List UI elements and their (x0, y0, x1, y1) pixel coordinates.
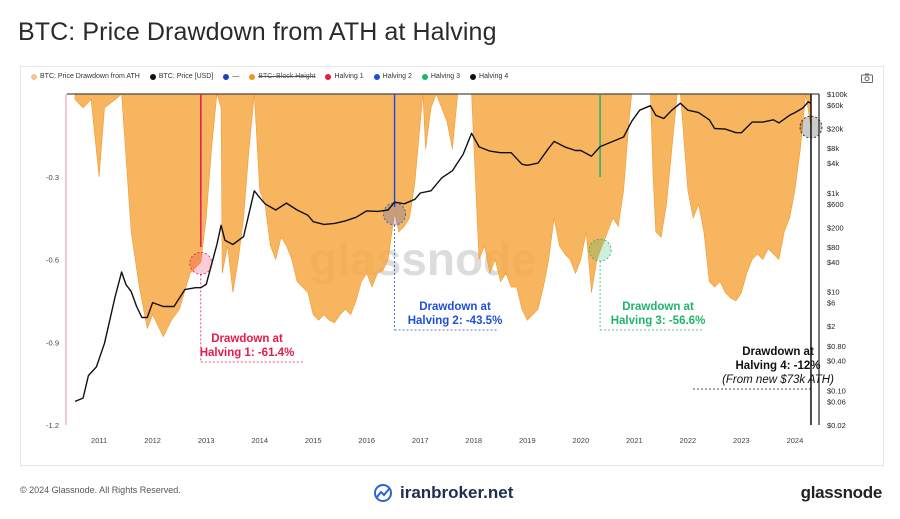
y-right-tick-label: $8k (827, 144, 839, 153)
legend-swatch (373, 73, 380, 80)
camera-icon[interactable] (861, 73, 873, 83)
halving-annotation: Halving 2: -43.5% (408, 315, 503, 327)
y-right-tick-label: $1k (827, 189, 839, 198)
btc-price-line (74, 101, 812, 403)
legend-label: BTC: Price Drawdown from ATH (40, 73, 140, 80)
y-right-tick-label: $0.02 (827, 421, 846, 430)
y-right-tick-label: $2 (827, 322, 835, 331)
x-tick-label: 2016 (358, 436, 375, 445)
y-left-tick-label: -0.9 (46, 338, 59, 347)
halving-annotation: Drawdown at (742, 346, 814, 358)
y-right-tick-label: $600 (827, 200, 844, 209)
legend-swatch (31, 73, 37, 80)
legend-item[interactable]: Halving 3 (421, 73, 461, 80)
halving-annotation: Halving 3: -56.6% (611, 315, 706, 327)
halving-annotation: Drawdown at (419, 301, 491, 313)
legend-swatch (470, 73, 477, 80)
x-tick-label: 2020 (572, 436, 589, 445)
copyright-text: © 2024 Glassnode. All Rights Reserved. (20, 485, 181, 495)
y-right-tick-label: $100k (827, 90, 848, 99)
legend-item[interactable]: Halving 1 (325, 73, 364, 80)
y-right-tick-label: $20k (827, 125, 844, 134)
legend-item[interactable]: BTC: Price [USD] (149, 73, 214, 80)
x-tick-label: 2013 (198, 436, 215, 445)
x-tick-label: 2011 (91, 436, 107, 445)
chart-card: BTC: Price Drawdown from ATH BTC: Price [… (20, 66, 884, 466)
source-watermark: iranbroker.net (372, 483, 513, 503)
source-watermark-text: iranbroker.net (400, 483, 514, 502)
x-tick-label: 2023 (733, 436, 750, 445)
legend-item[interactable]: Halving 2 (373, 73, 412, 80)
legend-label: Halving 3 (430, 73, 461, 80)
y-right-tick-label: $0.06 (827, 397, 846, 406)
legend-swatch (249, 73, 256, 80)
y-right-tick-label: $200 (827, 223, 844, 232)
x-tick-label: 2021 (626, 436, 643, 445)
page-title: BTC: Price Drawdown from ATH at Halving (18, 18, 497, 46)
halving-annotation: (From new $73k ATH) (722, 374, 834, 386)
legend-label: BTC: Price [USD] (158, 73, 214, 80)
y-right-tick-label: $4k (827, 159, 839, 168)
halving-annotation: Drawdown at (622, 301, 694, 313)
legend-item[interactable]: BTC: Block Height (249, 73, 315, 80)
x-tick-label: 2015 (305, 436, 322, 445)
x-tick-label: 2019 (519, 436, 536, 445)
broker-logo-icon (374, 484, 392, 502)
legend-swatch (223, 73, 230, 80)
x-tick-label: 2022 (680, 436, 697, 445)
legend-item[interactable]: BTC: Price Drawdown from ATH (31, 73, 140, 80)
y-right-tick-label: $6 (827, 299, 835, 308)
halving-annotation: Halving 4: -12% (736, 360, 821, 372)
legend-swatch (421, 73, 428, 80)
y-left-tick-label: -1.2 (46, 421, 59, 430)
legend-label: — (232, 73, 240, 80)
y-right-tick-label: $60k (827, 101, 844, 110)
legend-label: Halving 1 (334, 73, 364, 80)
x-tick-label: 2014 (251, 436, 268, 445)
x-tick-label: 2024 (787, 436, 804, 445)
brand-logo: glassnode (800, 483, 883, 502)
y-right-tick-label: $0.40 (827, 357, 846, 366)
legend-label: Halving 2 (382, 73, 412, 80)
halving-marker (588, 238, 612, 262)
legend-swatch (149, 73, 156, 80)
y-right-tick-label: $40 (827, 258, 840, 267)
halving-marker (189, 251, 213, 275)
y-right-tick-label: $80 (827, 243, 840, 252)
halving-annotation: Drawdown at (211, 333, 283, 345)
halving-annotation: Halving 1: -61.4% (200, 347, 295, 359)
y-left-tick-label: -0.3 (46, 173, 59, 182)
x-tick-label: 2012 (144, 436, 161, 445)
chart-legend: BTC: Price Drawdown from ATH BTC: Price [… (31, 73, 508, 80)
y-right-tick-label: $10 (827, 288, 840, 297)
x-tick-label: 2018 (465, 436, 482, 445)
legend-label: Halving 4 (479, 73, 509, 80)
halving-marker (383, 202, 406, 226)
y-left-tick-label: -0.6 (46, 256, 59, 265)
legend-item[interactable]: — (223, 73, 239, 80)
legend-label: BTC: Block Height (258, 73, 316, 80)
legend-swatch (325, 73, 332, 80)
legend-item[interactable]: Halving 4 (470, 73, 508, 80)
y-right-tick-label: $0.80 (827, 342, 846, 351)
y-right-tick-label: $0.10 (827, 386, 846, 395)
x-tick-label: 2017 (412, 436, 429, 445)
